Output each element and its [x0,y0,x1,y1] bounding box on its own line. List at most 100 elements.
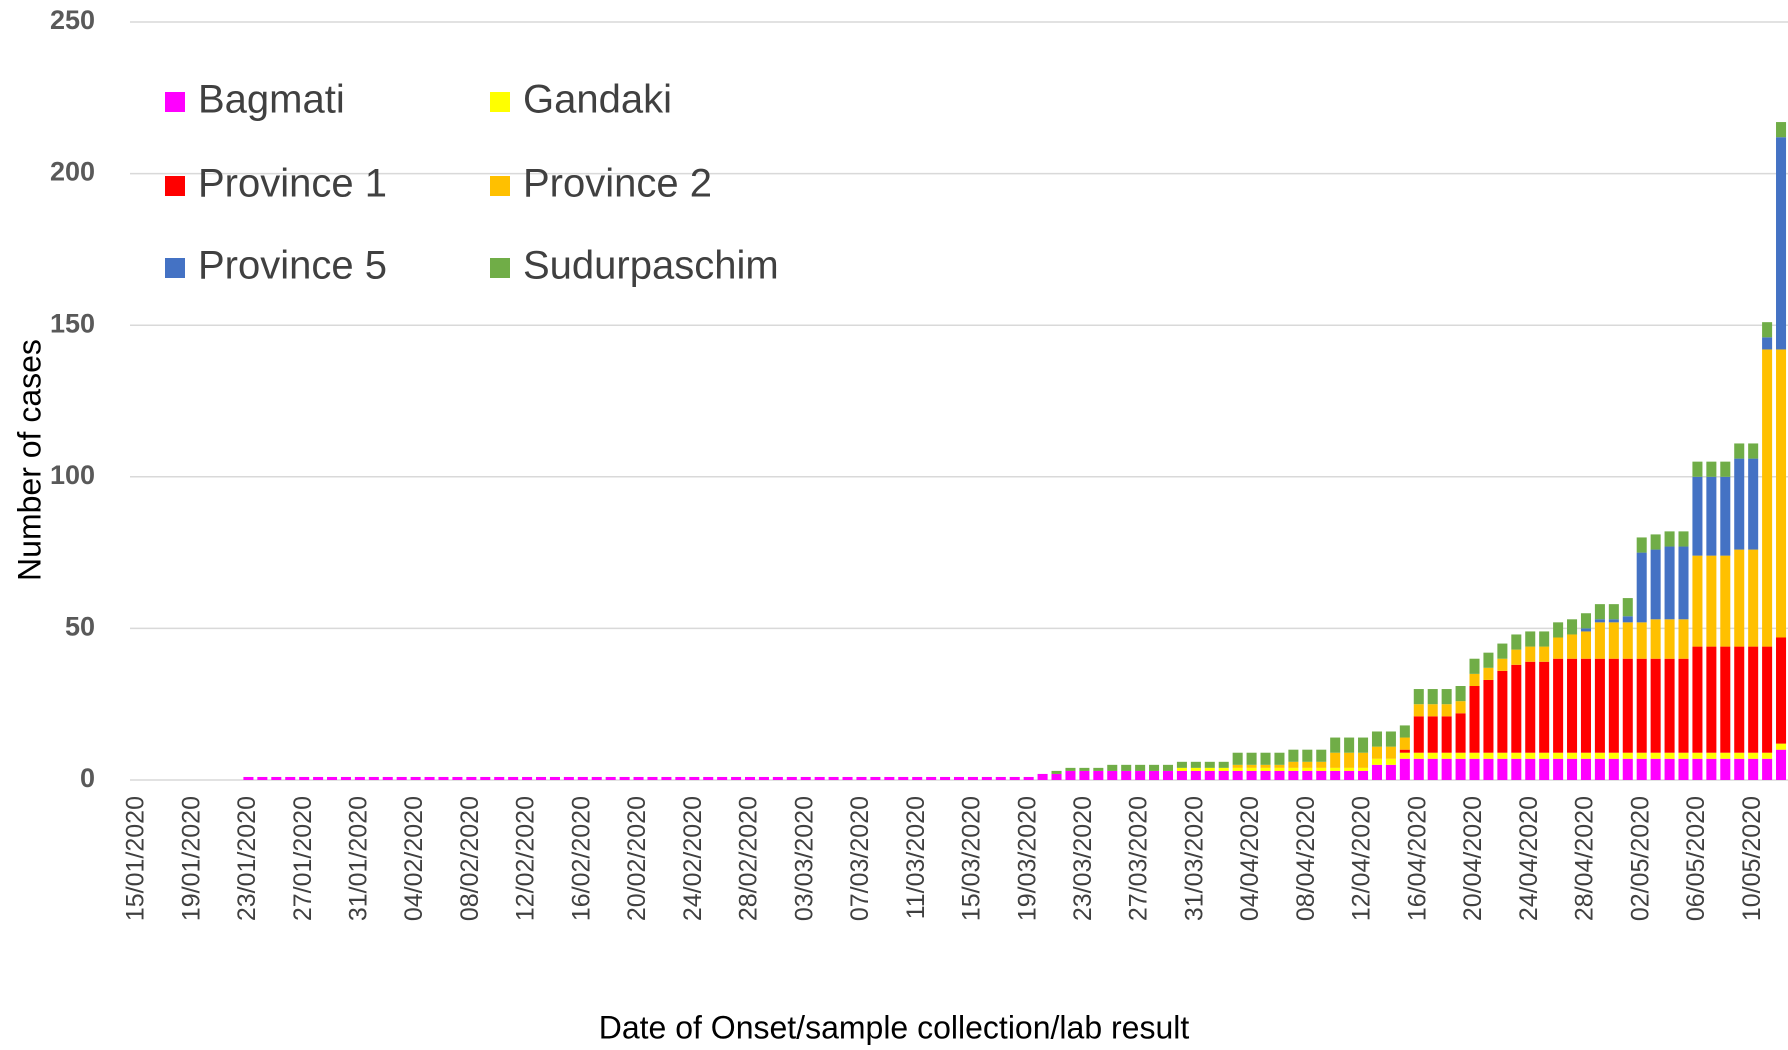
bar-segment [1441,716,1452,753]
bar-segment [1706,555,1717,647]
bar-segment [1748,549,1759,647]
bar-segment [1302,749,1313,762]
bar-segment [1288,767,1299,771]
bar-segment [1093,770,1104,780]
x-tick-label: 02/05/2020 [1626,796,1654,921]
bar-segment [1079,770,1090,780]
bar-segment [758,776,769,780]
bar-segment [1344,770,1355,780]
bar-segment [1580,628,1591,632]
bar-segment [1344,767,1355,771]
bar-segment [1246,752,1257,765]
bar-segment [1678,531,1689,547]
bar-segment [1190,761,1201,768]
bar-segment [1413,689,1424,705]
bar-segment [1594,622,1605,659]
bar-segment [1678,546,1689,620]
bar-segment [1385,731,1396,747]
bar-segment [1664,531,1675,547]
bar-segment [1580,658,1591,753]
bar-segment [1232,764,1243,768]
bar-segment [1469,686,1480,753]
bar-segment [1664,658,1675,753]
bar-segment [1204,770,1215,780]
bar-segment [1358,752,1369,768]
bar-segment [1218,767,1229,771]
bar-segment [1371,764,1382,780]
bar-segment [1567,758,1578,780]
bar-segment [1051,773,1062,780]
bar-segment [995,776,1006,780]
bar-segment [1302,761,1313,768]
bar-segment [354,776,365,780]
x-tick-label: 08/04/2020 [1292,796,1320,921]
bar-segment [1539,631,1550,647]
bar-segment [340,776,351,780]
bar-segment [1260,770,1271,780]
bar-segment [271,776,282,780]
bar-segment [1260,752,1271,765]
bar-segment [1483,752,1494,759]
bar-segment [1525,752,1536,759]
bar-segment [967,776,978,780]
bar-segment [1776,349,1787,638]
bar-segment [1274,752,1285,765]
bar-segment [1594,604,1605,620]
bar-segment [438,776,449,780]
bar-segment [1358,767,1369,771]
bar-segment [1692,461,1703,477]
bar-segment [1288,749,1299,762]
bar-segment [1525,661,1536,753]
bar-segment [257,776,268,780]
x-tick-label: 12/02/2020 [512,796,540,921]
bar-segment [1664,619,1675,659]
bar-segment [1204,761,1215,768]
bar-segment [1664,752,1675,759]
bar-segment [912,776,923,780]
bar-segment [689,776,700,780]
bar-segment [1636,758,1647,780]
x-tick-label: 24/04/2020 [1515,796,1543,921]
bar-segment [1218,770,1229,780]
bar-segment [1176,761,1187,768]
bar-segment [1385,746,1396,759]
bar-segment [1567,658,1578,753]
bar-segment [1441,758,1452,780]
bar-segment [1483,679,1494,753]
bar-segment [1594,758,1605,780]
bar-segment [1511,758,1522,780]
bar-segment [1455,701,1466,714]
legend-swatch [490,176,510,196]
bar-segment [1720,461,1731,477]
bar-segment [1427,758,1438,780]
bar-segment [1330,737,1341,753]
bar-segment [1567,634,1578,659]
bar-segment [1762,349,1773,647]
bar-segment [1706,646,1717,753]
bar-segment [647,776,658,780]
bar-segment [1246,764,1257,768]
legend-label: Bagmati [198,78,345,122]
legend-label: Sudurpaschim [523,244,779,288]
bar-segment [1553,658,1564,753]
bar-segment [1706,752,1717,759]
bar-segment [1371,731,1382,747]
bar-segment [1413,758,1424,780]
bar-segment [744,776,756,780]
bar-segment [1650,534,1661,550]
bar-segment [717,776,728,780]
bar-segment [1734,758,1745,780]
bar-segment [1149,770,1160,780]
x-tick-label: 27/03/2020 [1125,796,1153,921]
x-tick-label: 12/04/2020 [1348,796,1376,921]
bar-segment [1720,476,1731,556]
bar-segment [285,776,296,780]
bar-segment [1511,664,1522,753]
bar-segment [1692,555,1703,647]
legend-label: Gandaki [523,78,672,122]
bar-segment [1497,752,1508,759]
bar-segment [1594,658,1605,753]
bar-segment [1204,767,1215,771]
bar-segment [1135,770,1146,780]
